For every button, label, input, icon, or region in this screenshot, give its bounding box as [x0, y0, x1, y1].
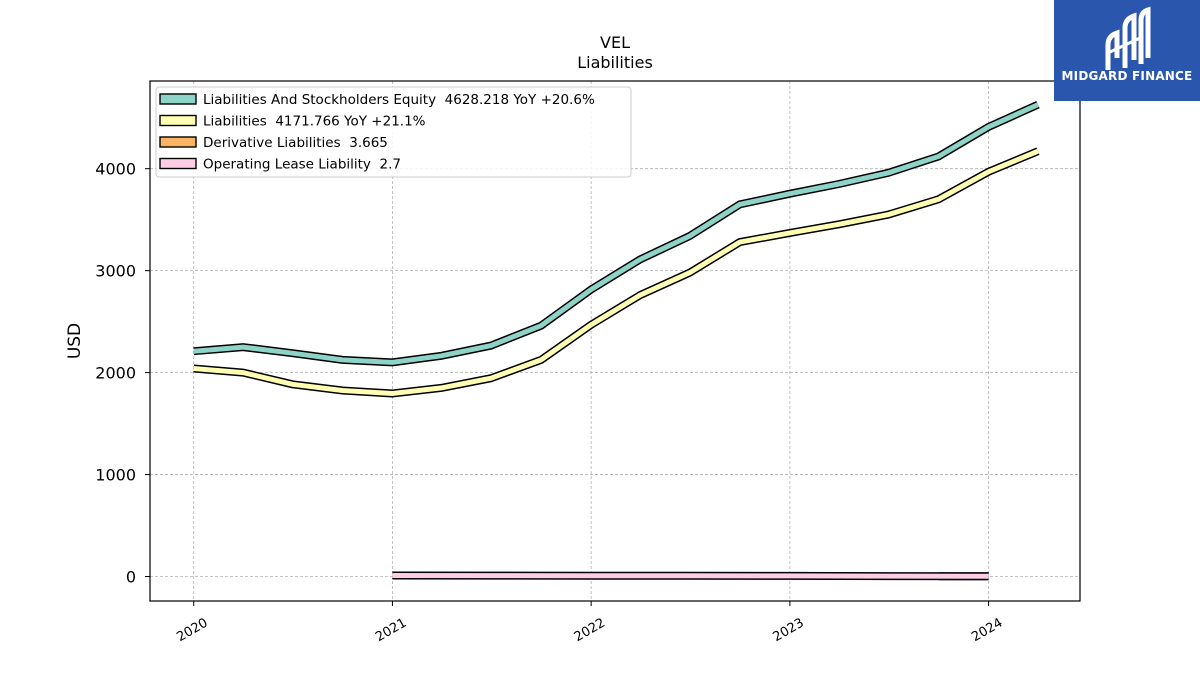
- logo-text: MIDGARD FINANCE: [1061, 69, 1193, 83]
- legend-label: Liabilities 4171.766 YoY +21.1%: [203, 114, 426, 130]
- series-line-liabilities-and-stockholders-equity: [193, 102, 1040, 365]
- logo-mark-icon: [1105, 6, 1151, 70]
- series-line-liabilities: [193, 148, 1039, 397]
- legend-label: Liabilities And Stockholders Equity 4628…: [203, 92, 595, 108]
- legend-swatch: [159, 114, 197, 127]
- y-tick-label: 1000: [95, 466, 136, 485]
- x-tick-label: 2021: [373, 616, 409, 646]
- series-layer: [193, 100, 1040, 581]
- chart-title: VEL: [600, 33, 630, 52]
- plot-frame: [149, 80, 1081, 602]
- legend-label: Derivative Liabilities 3.665: [203, 135, 388, 151]
- legend-swatch: [159, 93, 197, 105]
- x-tick-label: 2024: [969, 616, 1005, 646]
- legend-swatch: [159, 157, 197, 170]
- y-tick-label: 4000: [95, 160, 136, 179]
- legend-label: Operating Lease Liability 2.7: [203, 157, 401, 173]
- x-tick-label: 2020: [174, 616, 210, 646]
- y-tick-label: 0: [126, 568, 136, 587]
- chart-subtitle: Liabilities: [577, 53, 653, 72]
- legend-box: [155, 86, 632, 178]
- x-tick-label: 2023: [771, 616, 807, 646]
- y-tick-label: 3000: [95, 262, 136, 281]
- x-tick-label: 2022: [572, 616, 608, 646]
- legend-swatch: [159, 136, 197, 148]
- midgard-finance-logo: MIDGARD FINANCE: [1054, 0, 1200, 101]
- y-axis-label: USD: [65, 323, 85, 359]
- series-line-operating-lease-liability: [392, 573, 989, 579]
- legend: Liabilities And Stockholders Equity 4628…: [155, 86, 632, 178]
- y-tick-label: 2000: [95, 364, 136, 383]
